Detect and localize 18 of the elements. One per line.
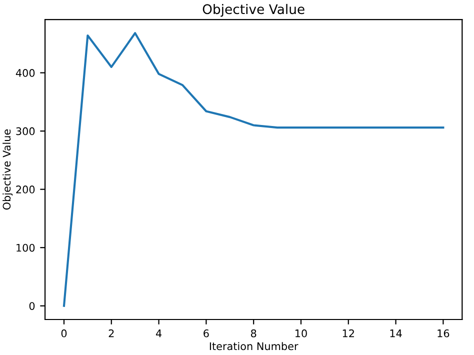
y-tick-label: 200 xyxy=(16,186,35,194)
y-tick-label: 100 xyxy=(16,244,35,252)
chart-title: Objective Value xyxy=(202,4,304,17)
x-tick-label: 16 xyxy=(438,329,450,338)
y-tick-label: 400 xyxy=(16,69,35,77)
x-tick-label: 2 xyxy=(108,329,114,338)
x-tick-label: 6 xyxy=(204,329,209,338)
y-axis-title: Objective Value xyxy=(2,129,13,210)
x-tick-label: 14 xyxy=(390,330,402,338)
x-tick-label: 10 xyxy=(296,329,307,338)
y-tick-label: 0 xyxy=(29,302,35,310)
line-series xyxy=(62,32,444,307)
x-tick-label: 8 xyxy=(250,329,256,338)
x-axis-title: Iteration Number xyxy=(210,342,298,350)
x-tick-label: 12 xyxy=(342,329,354,338)
y-tick-label: 300 xyxy=(16,127,35,136)
x-tick-label: 4 xyxy=(156,330,162,338)
x-tick-label: 0 xyxy=(61,329,67,338)
